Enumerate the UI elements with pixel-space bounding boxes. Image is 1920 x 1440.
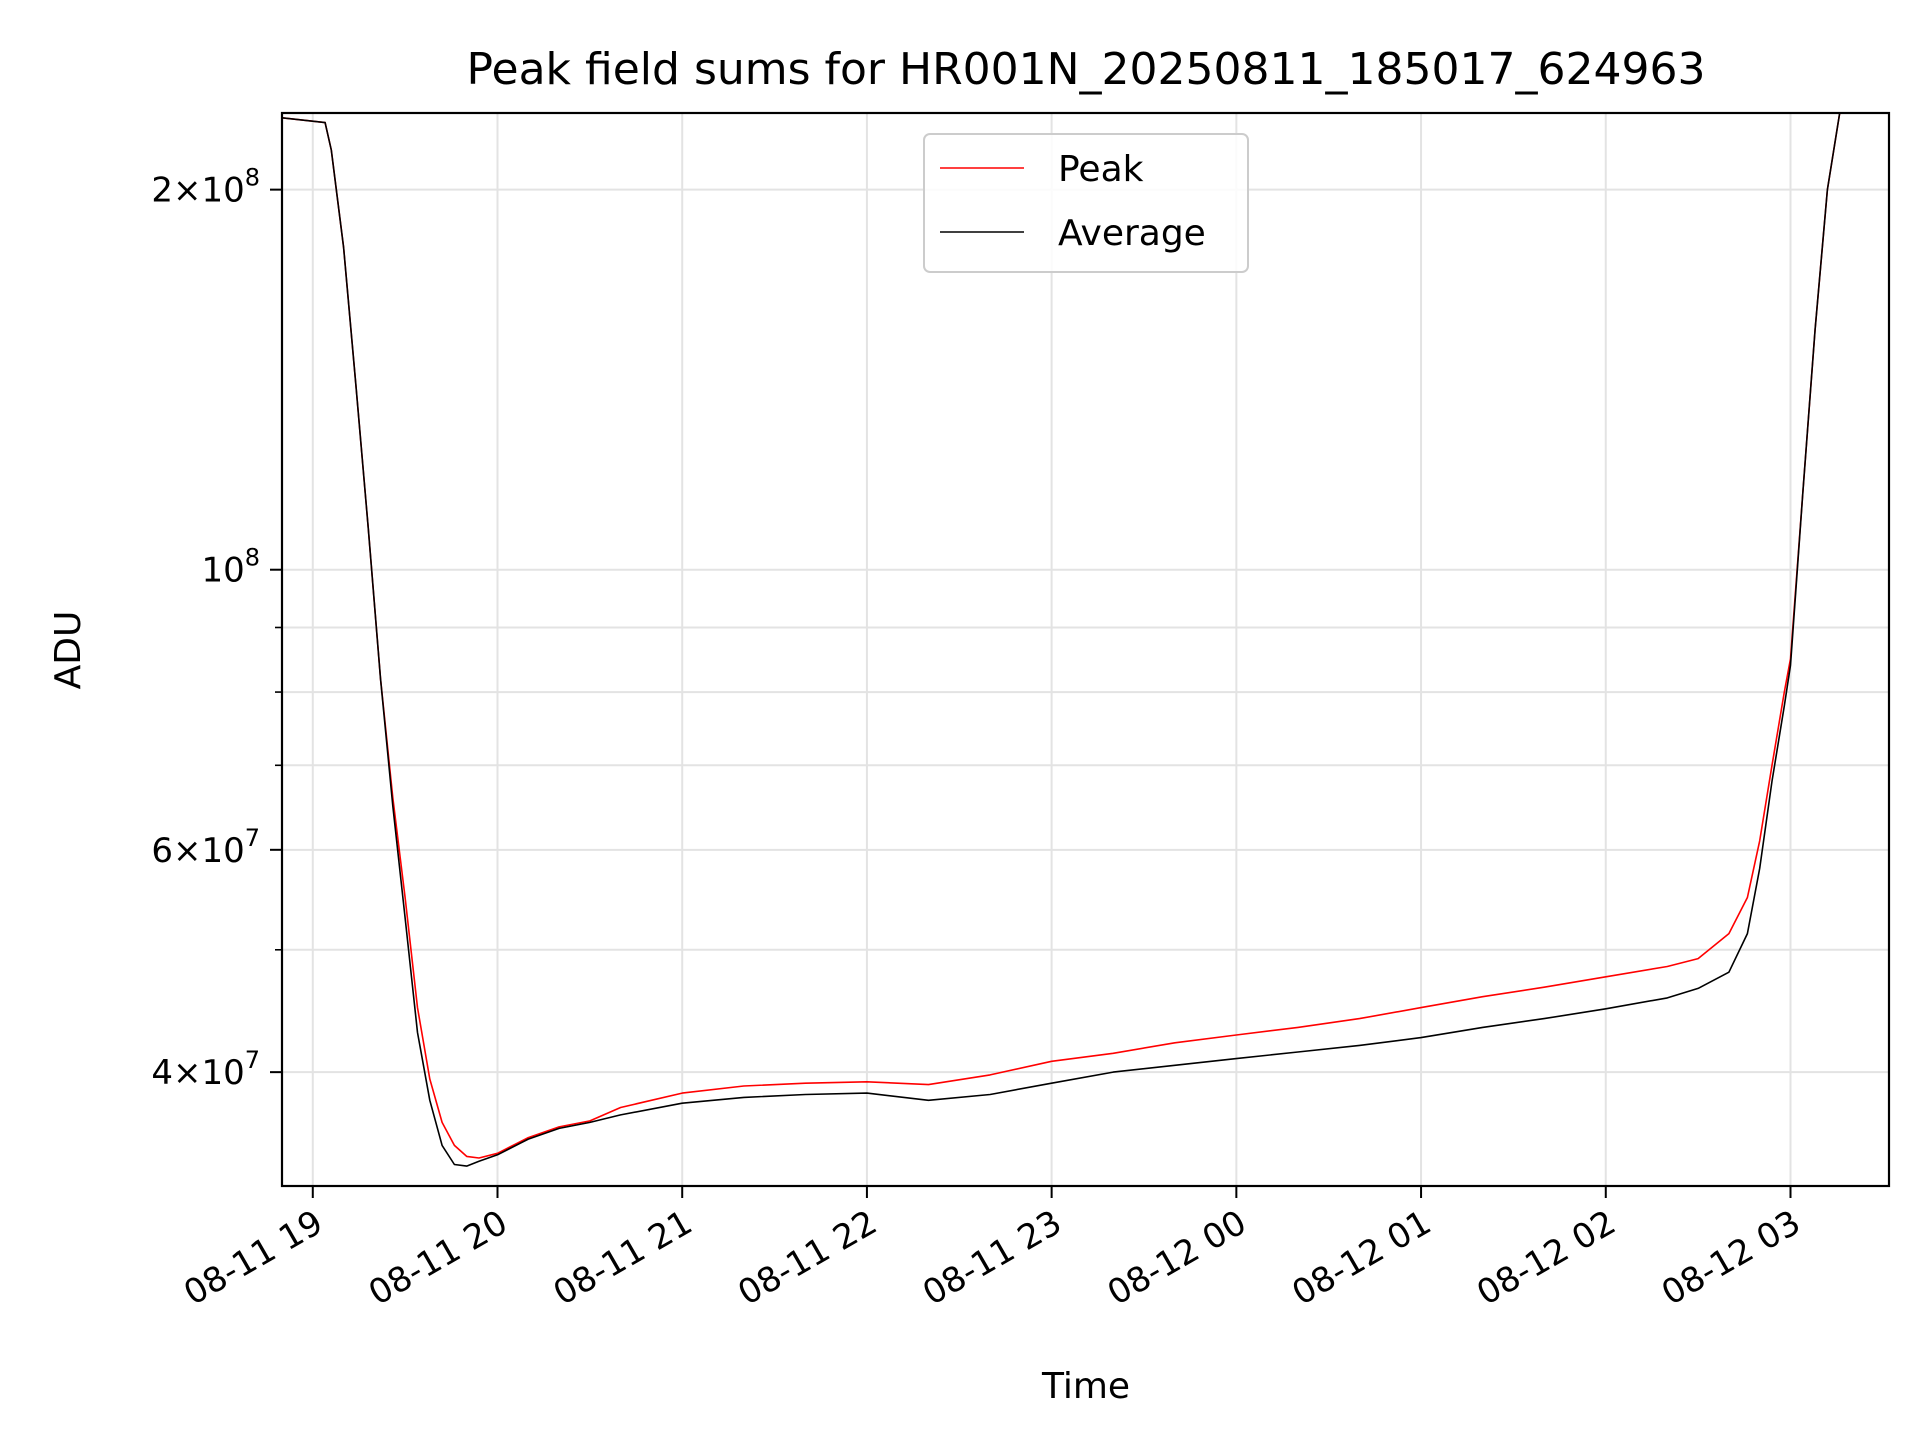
x-axis-label: Time bbox=[1041, 1366, 1130, 1407]
series-layer bbox=[282, 113, 1844, 1167]
y-tick-label: 2×108 bbox=[151, 164, 260, 211]
y-axis-label: ADU bbox=[48, 611, 89, 690]
series-line-average bbox=[282, 113, 1844, 1167]
y-tick-label: 108 bbox=[201, 544, 260, 591]
legend: Peak Average bbox=[923, 133, 1249, 273]
legend-peak-label: Peak bbox=[1058, 149, 1144, 190]
series-line-peak bbox=[282, 113, 1844, 1159]
y-tick-exponent: 7 bbox=[245, 1046, 260, 1074]
y-tick-base: 4×10 bbox=[151, 1053, 244, 1093]
y-tick-exponent: 8 bbox=[245, 544, 260, 572]
y-tick-label: 6×107 bbox=[151, 824, 260, 871]
y-tick-exponent: 8 bbox=[245, 164, 260, 192]
y-tick-base: 6×10 bbox=[151, 831, 244, 871]
plot-area bbox=[282, 113, 1889, 1186]
legend-average-label: Average bbox=[1058, 213, 1206, 254]
y-tick-base: 10 bbox=[201, 551, 244, 591]
y-tick-exponent: 7 bbox=[245, 824, 260, 852]
plot-frame bbox=[280, 111, 1891, 1188]
y-tick-label: 4×107 bbox=[151, 1046, 260, 1093]
chart-title: Peak field sums for HR001N_20250811_1850… bbox=[467, 44, 1706, 95]
y-tick-base: 2×10 bbox=[151, 171, 244, 211]
